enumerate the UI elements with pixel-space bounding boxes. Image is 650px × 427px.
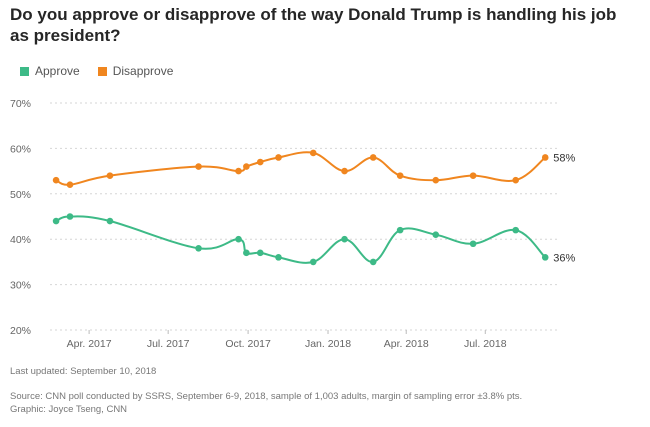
approve-point: [512, 226, 519, 234]
disapprove-point: [52, 176, 60, 184]
legend-item-disapprove: Disapprove: [97, 64, 174, 78]
last-updated: Last updated: September 10, 2018: [10, 366, 157, 377]
approve-point: [243, 249, 250, 257]
approve-point: [469, 240, 477, 248]
chart-title: Do you approve or disapprove of the way …: [10, 5, 617, 45]
legend-label-approve: Approve: [35, 64, 80, 78]
disapprove-point: [256, 158, 264, 166]
y-tick-label: 40%: [10, 234, 31, 246]
y-tick-label: 60%: [10, 143, 31, 155]
disapprove-point: [275, 154, 282, 161]
disapprove-point: [66, 181, 74, 189]
disapprove-point: [309, 149, 317, 157]
approve-point: [396, 226, 404, 234]
approve-line: [55, 215, 546, 264]
x-tick-label: Jul. 2018: [464, 338, 507, 350]
approve-end-label: 36%: [553, 252, 575, 264]
legend-label-disapprove: Disapprove: [112, 64, 174, 78]
approve-point: [66, 213, 74, 220]
y-tick-label: 30%: [10, 280, 31, 292]
disapprove-point: [341, 167, 348, 175]
disapprove-end-label: 58%: [553, 152, 575, 164]
approve-point: [256, 249, 264, 257]
x-tick-label: Jul. 2017: [147, 338, 190, 350]
y-tick-label: 50%: [10, 189, 31, 201]
approve-point: [432, 231, 440, 238]
approve-point: [541, 254, 549, 261]
disapprove-line: [55, 151, 546, 186]
disapprove-point: [235, 167, 242, 175]
disapprove-point: [243, 163, 250, 170]
legend-item-approve: Approve: [20, 64, 80, 78]
approve-point: [106, 217, 114, 225]
disapprove-point: [195, 163, 202, 170]
legend: Approve Disapprove: [20, 64, 173, 78]
approve-point: [195, 244, 202, 252]
disapprove-point: [369, 154, 377, 161]
x-tick-label: Oct. 2017: [225, 338, 271, 350]
approve-point: [309, 258, 317, 266]
y-tick-label: 70%: [10, 98, 31, 110]
approve-point: [275, 254, 282, 261]
legend-swatch-approve: [20, 66, 29, 76]
disapprove-point: [469, 172, 477, 179]
approve-point: [235, 235, 242, 243]
approve-point: [52, 217, 60, 225]
approve-point: [341, 235, 348, 243]
x-tick-label: Jan. 2018: [305, 338, 351, 350]
y-tick-label: 20%: [10, 325, 31, 337]
source-note: Source: CNN poll conducted by SSRS, Sept…: [10, 391, 523, 402]
disapprove-point: [541, 154, 549, 161]
disapprove-point: [432, 176, 440, 184]
graphic-credit: Graphic: Joyce Tseng, CNN: [10, 404, 128, 415]
disapprove-point: [106, 172, 114, 179]
x-tick-label: Apr. 2018: [384, 338, 429, 350]
disapprove-point: [512, 176, 519, 184]
legend-swatch-disapprove: [97, 66, 107, 76]
approve-point: [369, 258, 377, 266]
disapprove-point: [396, 172, 404, 179]
x-tick-label: Apr. 2017: [67, 338, 112, 350]
